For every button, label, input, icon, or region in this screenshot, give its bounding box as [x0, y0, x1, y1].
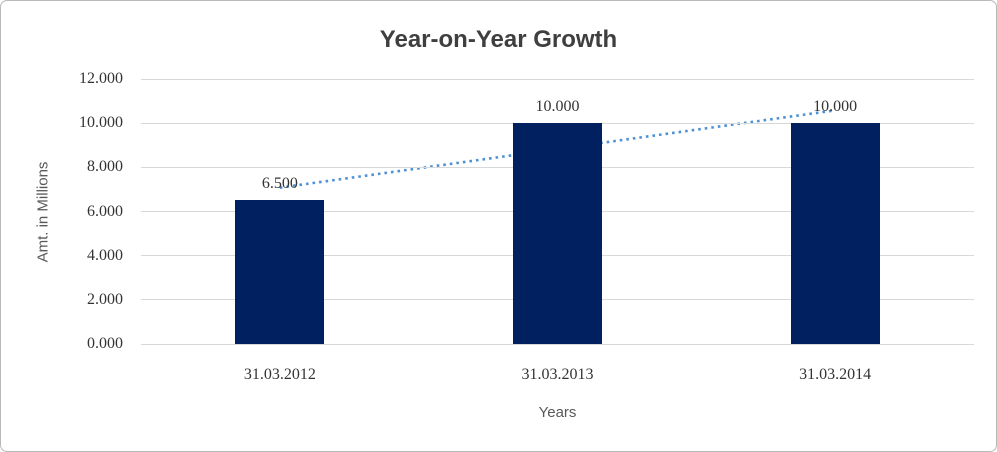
x-axis-tick-label: 31.03.2014 — [799, 366, 872, 383]
y-axis-tick-label: 4.000 — [87, 246, 123, 264]
y-axis-tick-label: 10.000 — [79, 114, 123, 132]
gridline — [141, 343, 974, 345]
y-axis-tick-label: 0.000 — [87, 335, 123, 352]
bar-value-label: 6.500 — [261, 175, 298, 193]
bar-value-label: 10.000 — [535, 98, 580, 116]
bar[interactable] — [513, 123, 602, 344]
bar[interactable] — [790, 123, 880, 344]
y-axis-tick-label: 6.000 — [87, 202, 123, 220]
gridline — [141, 78, 974, 80]
y-axis-tick-label: 8.000 — [87, 158, 123, 176]
x-axis-title: Years — [538, 404, 577, 421]
chart-title: Year-on-Year Growth — [379, 26, 618, 53]
y-axis-tick-label: 2.000 — [87, 290, 123, 308]
y-axis-tick-label: 12.000 — [79, 70, 123, 87]
x-axis-tick-label: 31.03.2012 — [243, 366, 316, 383]
bar[interactable] — [235, 200, 325, 344]
x-axis-tick-label: 31.03.2013 — [521, 366, 594, 383]
bar-value-label: 10.000 — [813, 98, 858, 116]
